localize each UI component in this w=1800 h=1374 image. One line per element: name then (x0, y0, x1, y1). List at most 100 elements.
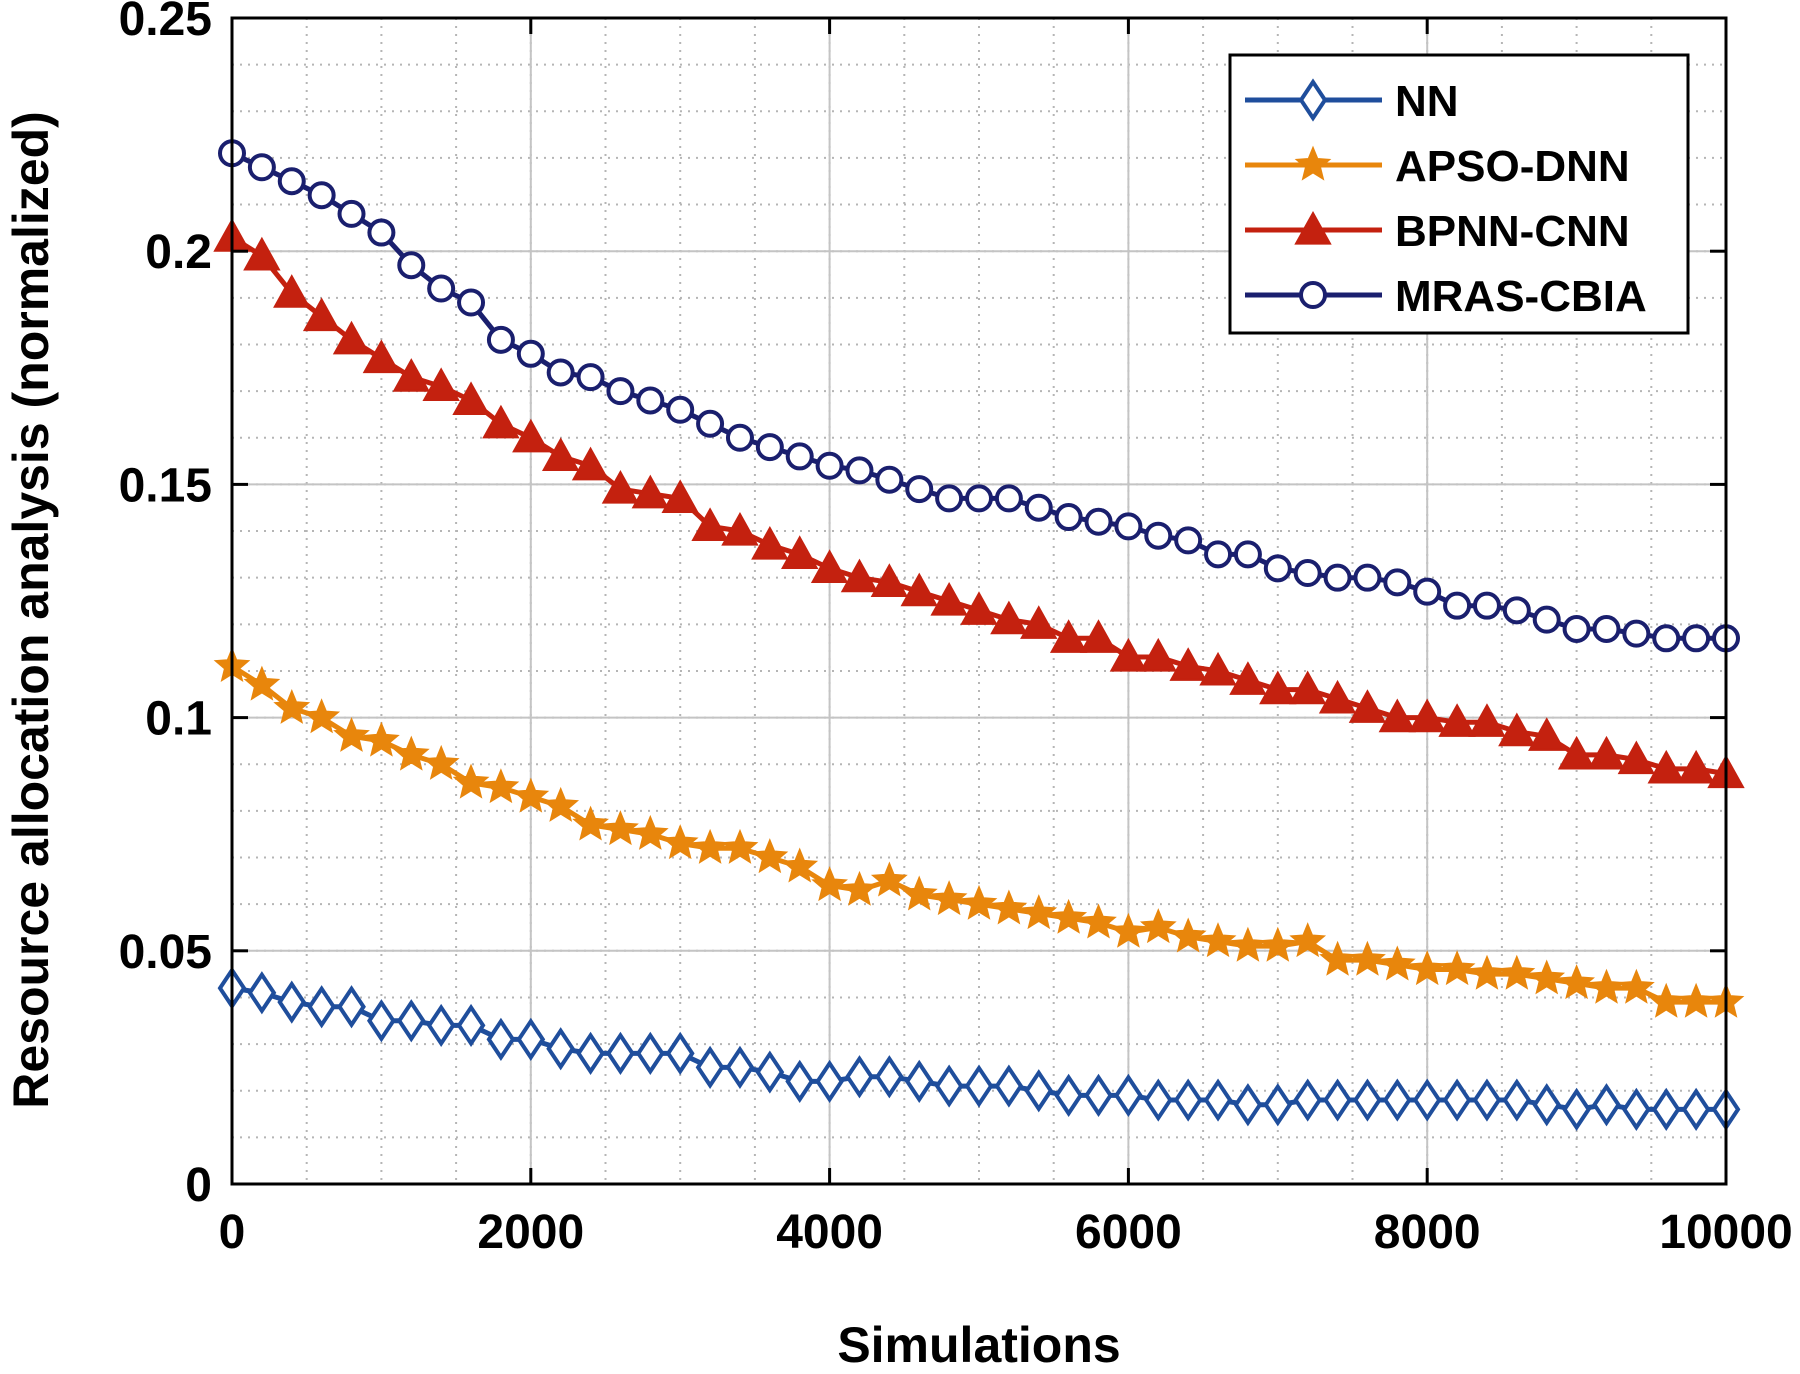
data-point-bpnn-cnn (1557, 735, 1596, 770)
data-point-nn (1651, 1087, 1681, 1131)
data-point-bpnn-cnn (1438, 703, 1476, 737)
series-mras-cbia (218, 139, 1740, 653)
data-point-bpnn-cnn (302, 297, 341, 332)
x-tick-label: 0 (219, 1206, 246, 1259)
data-point-apso-dnn (542, 786, 580, 822)
data-point-mras-cbia (606, 377, 635, 406)
data-point-nn (576, 1031, 605, 1076)
data-point-bpnn-cnn (1020, 605, 1058, 639)
legend-label-mras-cbia: MRAS-CBIA (1395, 272, 1647, 321)
plot-area-frame (230, 16, 1728, 1186)
data-point-mras-cbia (1024, 493, 1053, 522)
data-point-nn (1562, 1087, 1592, 1131)
data-point-mras-cbia (1443, 591, 1472, 620)
data-point-mras-cbia (486, 325, 515, 354)
data-point-apso-dnn (751, 838, 789, 874)
data-point-bpnn-cnn (1229, 661, 1267, 695)
x-axis-title: Simulations (837, 1317, 1120, 1373)
data-point-bpnn-cnn (1378, 698, 1417, 733)
series-nn (217, 966, 1741, 1131)
data-point-mras-cbia (1233, 540, 1262, 569)
data-point-apso-dnn (1289, 922, 1327, 958)
data-point-nn (486, 1017, 516, 1062)
data-point-bpnn-cnn (482, 404, 520, 439)
data-point-bpnn-cnn (1677, 749, 1715, 784)
data-point-mras-cbia (1472, 591, 1501, 620)
data-point-mras-cbia (696, 409, 725, 438)
data-point-nn (785, 1059, 815, 1103)
data-point-bpnn-cnn (332, 320, 371, 355)
data-point-mras-cbia (277, 167, 306, 196)
data-point-apso-dnn (1259, 926, 1297, 962)
data-point-nn (815, 1059, 845, 1103)
data-point-bpnn-cnn (691, 507, 729, 541)
data-point-apso-dnn (721, 828, 759, 864)
data-point-bpnn-cnn (721, 511, 759, 546)
y-tick-label: 0.1 (145, 693, 212, 746)
data-point-bpnn-cnn (840, 558, 879, 593)
data-point-mras-cbia (516, 339, 545, 368)
x-tick-label: 6000 (1075, 1206, 1182, 1259)
data-point-mras-cbia (397, 251, 426, 280)
data-point-apso-dnn (333, 716, 370, 752)
data-point-mras-cbia (1532, 605, 1561, 634)
data-point-apso-dnn (811, 866, 848, 902)
x-tick-label: 10000 (1659, 1206, 1792, 1259)
data-point-bpnn-cnn (1288, 670, 1327, 705)
data-point-nn (755, 1050, 785, 1094)
data-point-nn (1233, 1083, 1263, 1127)
data-point-nn (725, 1045, 755, 1090)
data-point-nn (456, 1003, 486, 1048)
data-point-apso-dnn (990, 889, 1028, 925)
data-point-apso-dnn (781, 847, 819, 883)
y-tick-label: 0.25 (119, 0, 212, 46)
data-point-bpnn-cnn (631, 474, 670, 509)
y-tick-label: 0 (185, 1159, 212, 1212)
data-point-mras-cbia (307, 181, 336, 210)
series-apso-dnn (213, 646, 1745, 1018)
legend-label-nn: NN (1395, 77, 1459, 126)
data-point-apso-dnn (1378, 945, 1416, 981)
data-point-bpnn-cnn (1049, 619, 1088, 653)
data-point-apso-dnn (363, 721, 400, 757)
data-point-apso-dnn (1199, 922, 1237, 958)
data-point-apso-dnn (572, 805, 609, 841)
data-point-bpnn-cnn (960, 591, 998, 625)
data-point-mras-cbia (1054, 503, 1083, 532)
data-point-mras-cbia (247, 153, 276, 182)
data-point-apso-dnn (841, 870, 878, 906)
data-point-apso-dnn (1558, 964, 1595, 1000)
data-point-nn (1263, 1083, 1293, 1127)
data-point-bpnn-cnn (1318, 679, 1357, 714)
data-point-nn (1592, 1083, 1621, 1127)
data-point-nn (396, 999, 426, 1043)
data-point-mras-cbia (1682, 624, 1711, 653)
data-point-nn (1084, 1073, 1113, 1117)
data-point-mras-cbia (1652, 624, 1681, 653)
data-point-mras-cbia (815, 451, 844, 480)
data-point-apso-dnn (452, 763, 490, 799)
data-point-bpnn-cnn (1617, 740, 1656, 775)
data-point-mras-cbia (1383, 568, 1412, 597)
data-point-mras-cbia (725, 423, 754, 452)
data-point-mras-cbia (1323, 563, 1352, 592)
data-point-apso-dnn (631, 814, 669, 850)
data-point-bpnn-cnn (1348, 689, 1387, 723)
data-point-mras-cbia (785, 442, 814, 471)
series-layer (213, 139, 1745, 1131)
data-point-mras-cbia (845, 456, 874, 485)
data-point-mras-cbia (1353, 563, 1382, 592)
y-axis-title: Resource allocation analysis (normalized… (3, 111, 59, 1109)
legend-label-apso-dnn: APSO-DNN (1395, 142, 1630, 191)
data-point-nn (1382, 1078, 1412, 1122)
data-point-apso-dnn (1349, 940, 1386, 976)
data-point-bpnn-cnn (1408, 698, 1446, 733)
data-point-nn (1293, 1078, 1323, 1122)
data-point-bpnn-cnn (362, 339, 401, 374)
data-point-apso-dnn (422, 744, 460, 780)
data-point-nn (366, 999, 396, 1043)
data-point-mras-cbia (457, 288, 486, 317)
data-point-bpnn-cnn (601, 470, 640, 504)
data-point-mras-cbia (1413, 577, 1442, 606)
axis-ticks (230, 16, 1728, 1186)
